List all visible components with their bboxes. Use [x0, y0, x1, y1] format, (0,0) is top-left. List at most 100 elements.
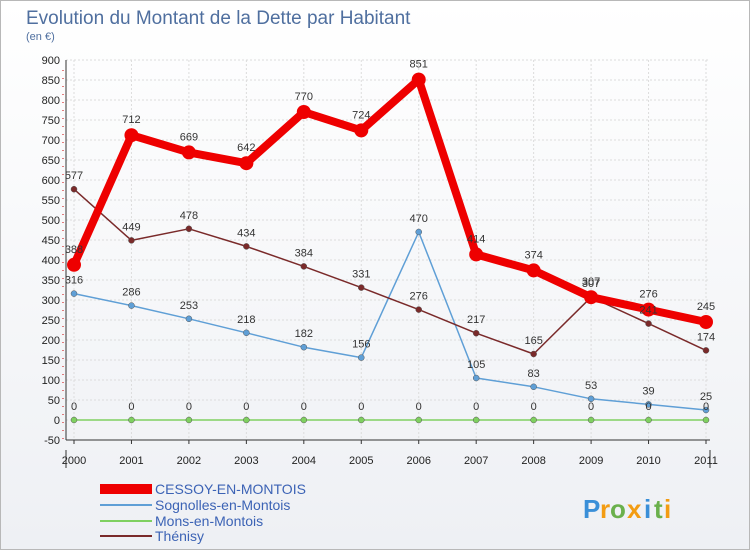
y-tick-label: 100	[42, 375, 60, 387]
series-point-0	[67, 257, 81, 272]
x-tick-label: 2002	[177, 455, 201, 467]
series-point-2	[300, 416, 308, 424]
y-tick-label: 900	[42, 55, 60, 67]
logo-letter: P	[583, 494, 600, 524]
y-tick-label: 450	[42, 235, 60, 247]
series-point-0	[641, 302, 656, 317]
data-label: 25	[700, 391, 712, 403]
series-point-0	[239, 156, 254, 171]
data-label: 478	[180, 210, 198, 222]
legend: CESSOY-EN-MONTOISSognolles-en-MontoisMon…	[100, 481, 306, 544]
y-tick-label: 850	[42, 75, 60, 87]
series-point-2	[128, 416, 135, 424]
logo-letter: i	[644, 494, 651, 524]
series-point-1	[645, 401, 652, 408]
series-point-2	[530, 416, 537, 424]
series-point-1	[70, 290, 78, 297]
series-point-2	[243, 416, 250, 424]
series-point-3	[300, 263, 308, 270]
data-label: 577	[65, 170, 83, 182]
series-point-2	[702, 416, 710, 424]
series-point-0	[526, 263, 541, 278]
y-tick-label: 300	[42, 295, 60, 307]
data-label: 156	[352, 339, 370, 351]
series-point-2	[472, 416, 480, 424]
y-tick-label: 800	[42, 95, 60, 107]
chart-title: Evolution du Montant de la Dette par Hab…	[26, 8, 411, 29]
series-line-0	[70, 75, 707, 326]
series-point-3	[645, 320, 652, 327]
x-tick-label: 2003	[234, 455, 258, 467]
y-tick-label: 50	[48, 395, 60, 407]
data-label: 0	[128, 401, 134, 413]
y-tick-label: 700	[42, 135, 60, 147]
series-point-0	[296, 105, 311, 119]
data-label: 217	[467, 314, 485, 326]
y-tick-label: 650	[42, 155, 60, 167]
data-label: 276	[410, 291, 428, 303]
data-label: 286	[122, 287, 140, 299]
data-label: 174	[697, 331, 715, 343]
data-label: 724	[352, 109, 370, 121]
data-label: 414	[467, 233, 485, 245]
legend-label: CESSOY-EN-MONTOIS	[155, 481, 306, 497]
data-labels: 388 712 669 642 770 724 851 414 374 307 276 245 316 2…	[65, 59, 715, 413]
data-label: 0	[645, 401, 651, 413]
data-label: 276	[639, 289, 657, 301]
series-point-1	[587, 395, 595, 403]
series-point-0	[699, 315, 713, 329]
x-tick-label: 2009	[579, 455, 603, 467]
series-point-0	[469, 247, 484, 262]
data-label: 307	[582, 276, 600, 288]
series-layer	[67, 72, 713, 424]
y-tick-label: 200	[42, 335, 60, 347]
series-point-2	[358, 416, 365, 424]
data-label: 770	[295, 91, 313, 103]
data-label: 712	[122, 114, 140, 126]
grid	[66, 59, 710, 441]
data-label: 0	[703, 401, 709, 413]
y-tick-label: 350	[42, 275, 60, 287]
data-label: 0	[531, 401, 537, 413]
data-label: 374	[524, 249, 542, 261]
y-tick-label: 750	[42, 115, 60, 127]
data-label: 0	[588, 401, 594, 413]
series-point-1	[358, 354, 365, 361]
data-label: 316	[65, 275, 83, 287]
logo-letter: x	[627, 494, 642, 524]
y-tick-label: 0	[54, 415, 60, 427]
legend-label: Sognolles-en-Montois	[155, 497, 290, 513]
logo-letter: t	[654, 494, 663, 524]
series-point-2	[587, 416, 595, 424]
y-tick-label: 600	[42, 175, 60, 187]
legend-label: Mons-en-Montois	[155, 513, 263, 529]
data-label: 851	[410, 59, 428, 71]
y-tick-label: -50	[44, 435, 60, 447]
data-label: 218	[237, 314, 255, 326]
series-point-1	[415, 228, 422, 236]
data-label: 384	[295, 247, 313, 259]
data-label: 0	[186, 401, 192, 413]
series-point-3	[415, 306, 422, 313]
series-point-3	[702, 347, 710, 354]
series-point-1	[702, 406, 710, 414]
data-label: 0	[473, 401, 479, 413]
y-tick-label: 250	[42, 315, 60, 327]
series-point-1	[530, 383, 537, 391]
logo-letter: r	[600, 494, 610, 524]
series-point-0	[181, 145, 196, 160]
y-tick-label: 400	[42, 255, 60, 267]
data-label: 642	[237, 142, 255, 154]
series-point-2	[645, 416, 652, 424]
series-point-3	[70, 185, 78, 193]
data-label: 434	[237, 227, 255, 239]
series-point-2	[185, 416, 193, 424]
series-line-1	[73, 231, 707, 411]
data-label: 39	[642, 385, 654, 397]
data-label: 53	[585, 380, 597, 392]
series-point-1	[472, 374, 480, 382]
x-tick-label: 2006	[406, 455, 430, 467]
